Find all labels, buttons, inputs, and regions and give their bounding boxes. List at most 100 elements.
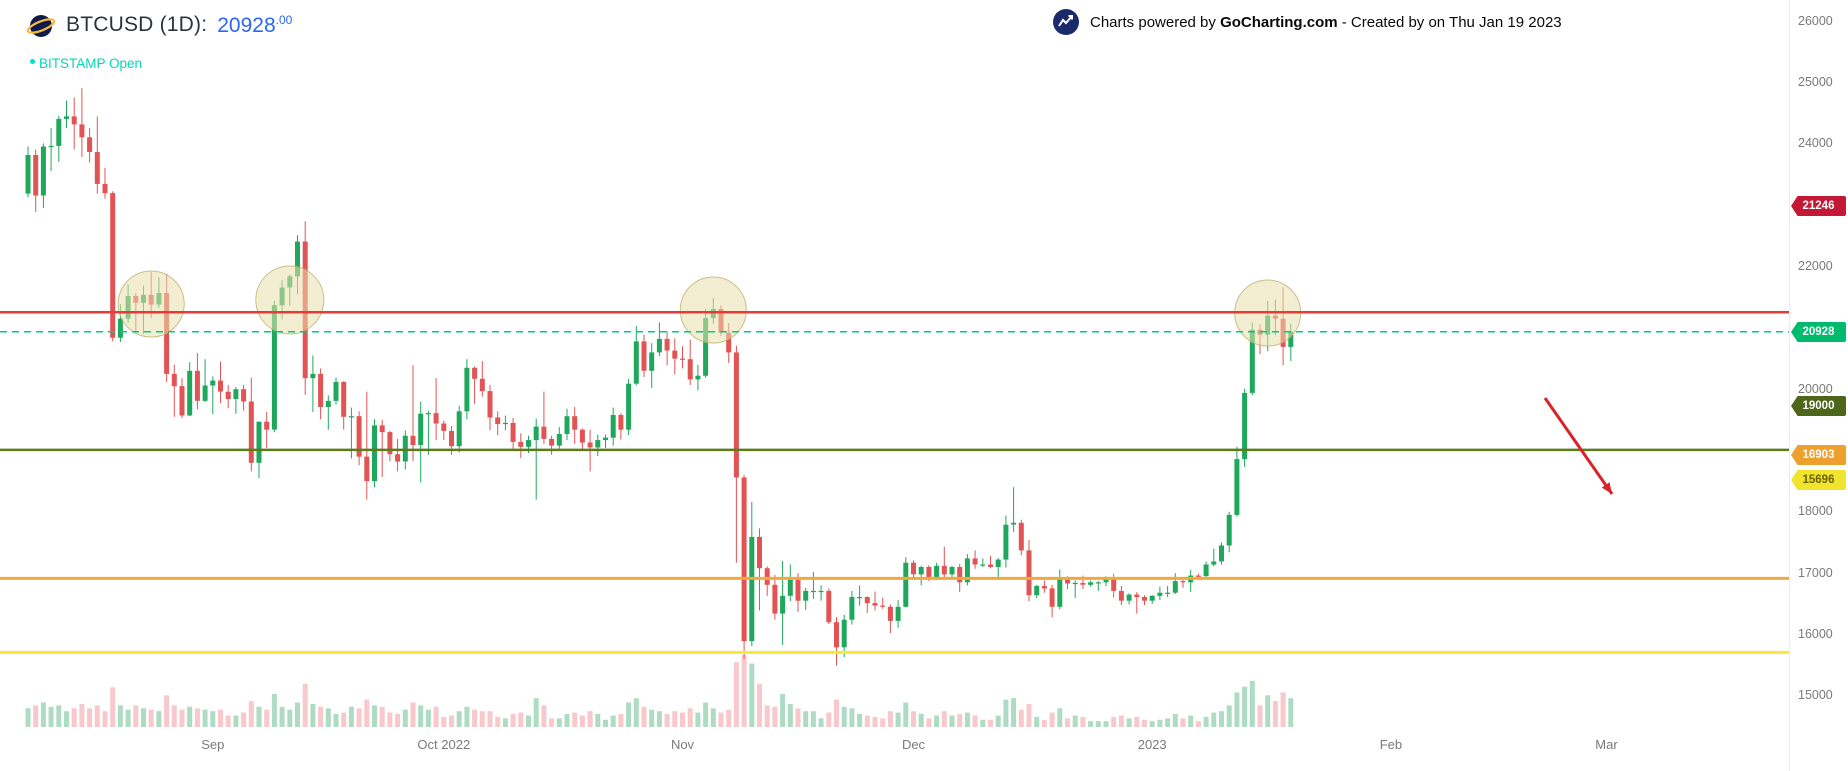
- volume-bar: [1111, 716, 1117, 727]
- highlight-circle[interactable]: [255, 265, 325, 335]
- candle-body: [87, 137, 93, 152]
- volume-bar: [441, 716, 447, 727]
- volume-bar: [803, 711, 809, 727]
- price-badge-15696[interactable]: 15696: [1791, 470, 1846, 490]
- price-badge-21246[interactable]: 21246: [1791, 196, 1846, 216]
- candle-body: [202, 385, 208, 401]
- volume-bar: [934, 715, 940, 727]
- price-badge-20928[interactable]: 20928: [1791, 322, 1846, 342]
- volume-bar: [433, 706, 439, 727]
- price-badge-16903[interactable]: 16903: [1791, 445, 1846, 465]
- volume-bar: [333, 714, 339, 727]
- volume-bar: [1265, 695, 1271, 727]
- candle-body: [356, 416, 362, 457]
- candle-body: [425, 413, 431, 415]
- volume-bar: [1272, 701, 1278, 727]
- time-axis[interactable]: Sep Oct 2022 Nov Dec 2023 Feb Mar: [0, 737, 1790, 759]
- candle-body: [872, 603, 878, 606]
- volume-bar: [372, 705, 377, 727]
- candle-body: [1195, 575, 1201, 577]
- candle-body: [1003, 524, 1009, 560]
- gocharting-logo: [26, 15, 56, 37]
- candle-body: [25, 155, 31, 194]
- volume-bar: [1280, 692, 1286, 727]
- candle-body: [79, 124, 85, 138]
- volume-bar: [649, 709, 655, 727]
- candle-body: [40, 146, 46, 196]
- price-axis[interactable]: 26000 25000 24000 22000 20000 18000 17000 16000…: [1789, 0, 1848, 771]
- candle-body: [903, 562, 909, 607]
- volume-bar: [672, 711, 678, 727]
- candle-body: [749, 536, 755, 642]
- time-tick-oct-2022: Oct 2022: [417, 737, 471, 752]
- candle-body: [918, 567, 924, 575]
- candle-body: [71, 116, 77, 125]
- candle-body: [795, 579, 801, 601]
- time-tick-sep: Sep: [201, 737, 225, 752]
- price-tick: 22000: [1798, 259, 1833, 273]
- price-tick: 17000: [1798, 565, 1833, 580]
- volume-bar: [1203, 716, 1209, 727]
- volume-bar: [556, 718, 562, 727]
- candle-body: [1118, 590, 1124, 601]
- candle-body: [1180, 581, 1186, 583]
- volume-bar: [1142, 719, 1147, 727]
- candlestick-chart[interactable]: [0, 0, 1790, 771]
- candle-body: [410, 435, 416, 445]
- price-tick: 20000: [1798, 381, 1833, 396]
- candle-body: [472, 367, 478, 379]
- candle-body: [1157, 592, 1163, 596]
- candle-body: [864, 597, 870, 604]
- price-badge-19000[interactable]: 19000: [1791, 396, 1846, 416]
- candle-body: [564, 416, 570, 434]
- volume-bar: [795, 708, 801, 727]
- volume-bar: [787, 704, 793, 727]
- volume-bar: [364, 699, 370, 727]
- volume-bar: [125, 709, 131, 727]
- candle-body: [972, 558, 978, 565]
- candle-body: [1057, 578, 1063, 607]
- candle-body: [117, 318, 123, 338]
- candle-body: [857, 597, 863, 599]
- volume-bar: [410, 702, 416, 727]
- price-tick: 15000: [1798, 688, 1833, 703]
- candle-body: [1234, 459, 1240, 515]
- volume-bar: [487, 711, 493, 727]
- highlight-circle[interactable]: [117, 270, 185, 338]
- candle-body: [94, 152, 100, 184]
- volume-bar: [1018, 709, 1024, 727]
- volume-bar: [864, 715, 870, 727]
- candle-body: [618, 415, 624, 430]
- attribution-brand: GoCharting.com: [1220, 13, 1338, 31]
- highlight-circle[interactable]: [679, 276, 747, 344]
- volume-bar: [1234, 692, 1240, 727]
- attribution-bar: Charts powered by GoCharting.com - Creat…: [1052, 8, 1562, 36]
- volume-bar: [456, 711, 462, 727]
- volume-bar: [980, 719, 986, 727]
- volume-bar: [826, 712, 832, 727]
- volume-bar: [526, 715, 531, 727]
- volume-bar: [241, 712, 247, 727]
- volume-bar: [834, 699, 839, 727]
- volume-bar: [911, 711, 916, 727]
- candle-body: [1242, 392, 1248, 460]
- candle-body: [841, 619, 847, 648]
- attribution-prefix: Charts powered by: [1090, 13, 1221, 31]
- candle-body: [56, 118, 62, 146]
- candle-body: [741, 477, 747, 642]
- trend-arrow[interactable]: [1543, 397, 1614, 495]
- candle-body: [957, 567, 963, 583]
- candle-body: [449, 430, 454, 447]
- candle-body: [687, 359, 693, 380]
- volume-bar: [988, 719, 993, 727]
- volume-bar: [495, 716, 501, 727]
- volume-bar: [810, 711, 816, 727]
- candle-body: [171, 373, 177, 387]
- volume-bar: [1041, 719, 1047, 727]
- candle-body: [271, 305, 277, 430]
- candle-body: [1165, 592, 1171, 594]
- candle-body: [1072, 582, 1078, 585]
- last-price: 20928.00: [217, 13, 292, 38]
- volume-bar: [549, 718, 555, 727]
- time-tick-dec: Dec: [901, 737, 926, 752]
